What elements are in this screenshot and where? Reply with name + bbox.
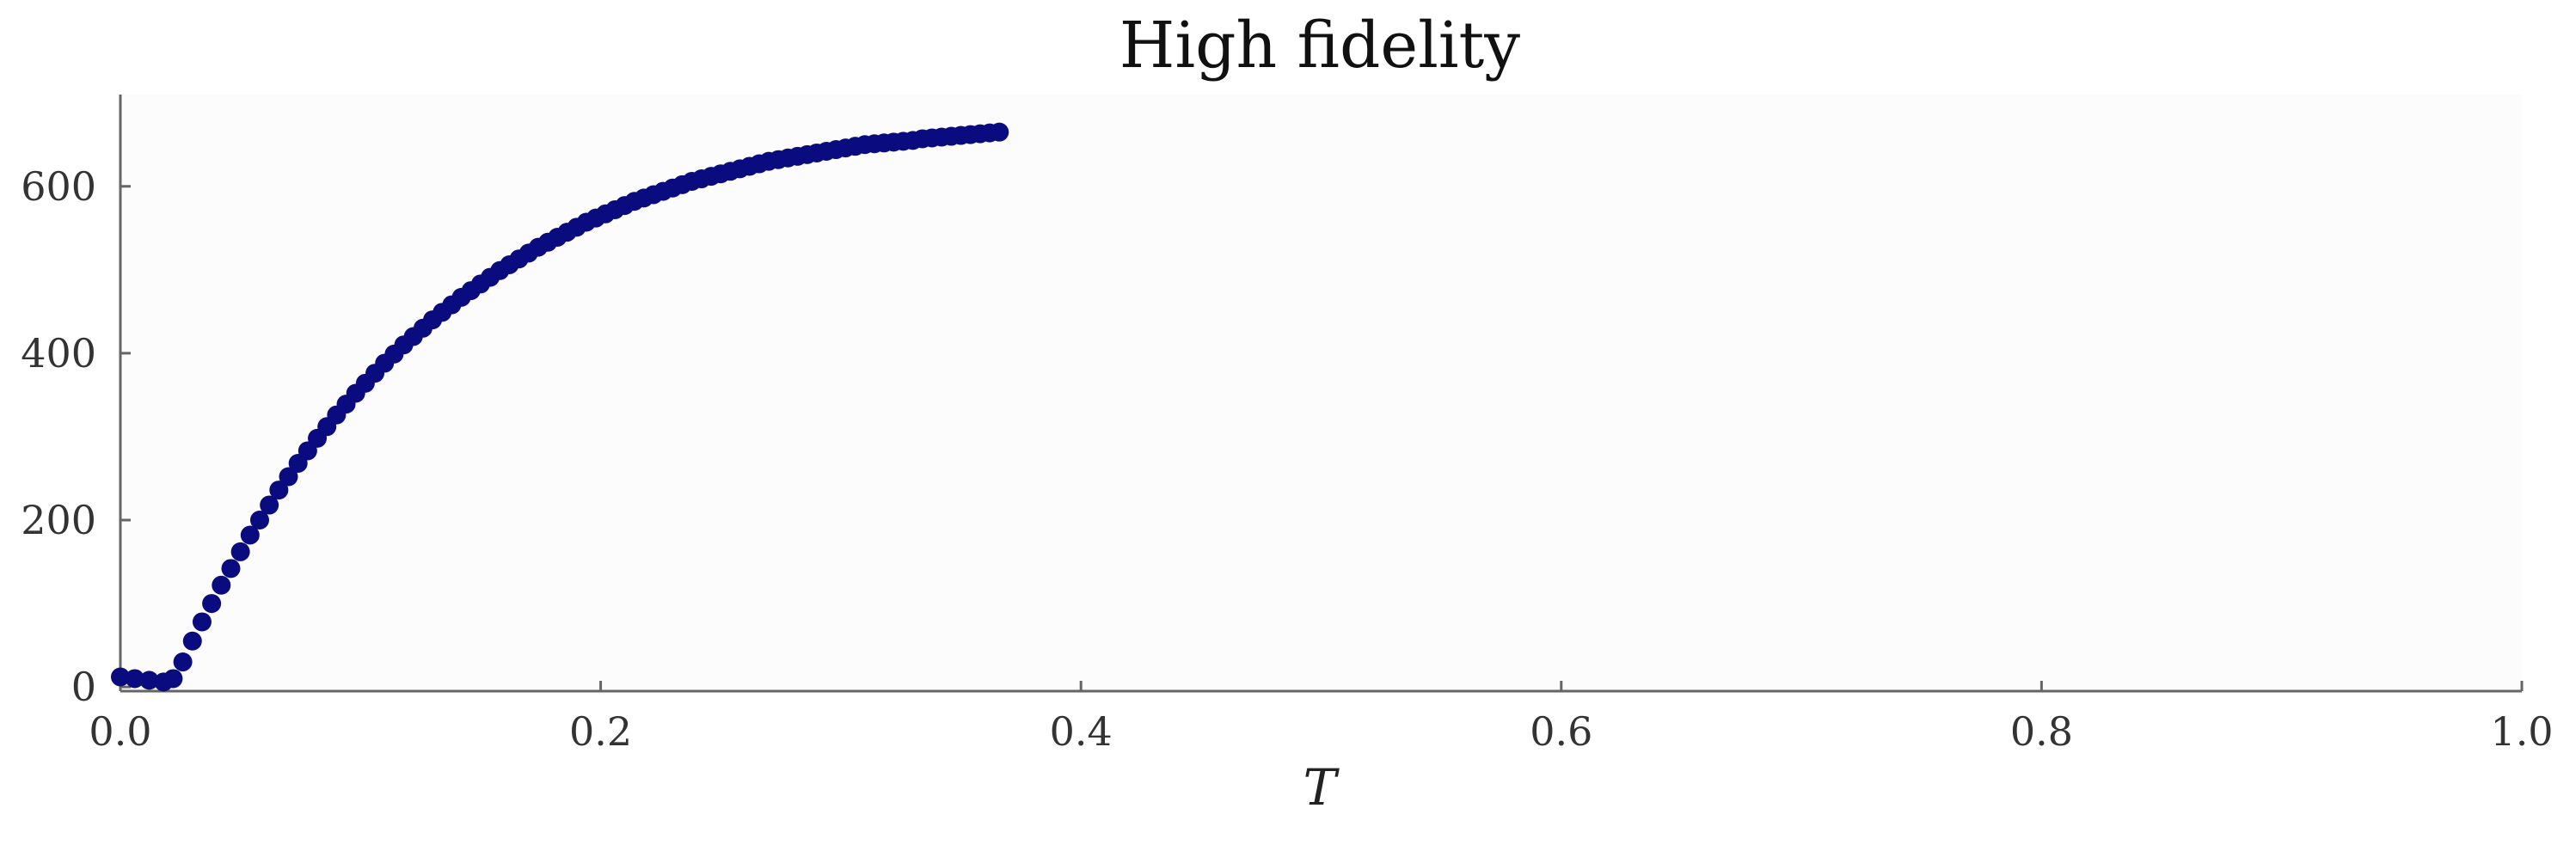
- data-point: [212, 575, 231, 595]
- data-point: [249, 511, 269, 530]
- data-point: [173, 652, 193, 672]
- x-ticks-group: 0.0 0.2 0.4 0.6 0.8 1.0: [89, 681, 2554, 755]
- x-axis-label: T: [1303, 758, 1340, 817]
- data-point: [139, 670, 159, 690]
- data-point: [192, 612, 212, 632]
- x-tick-label: 1.0: [2490, 708, 2553, 755]
- x-tick-label: 0.8: [2010, 708, 2073, 755]
- y-tick-label: 0: [71, 664, 96, 710]
- data-point: [240, 525, 260, 545]
- data-point: [182, 631, 202, 651]
- data-points-group: [111, 122, 1009, 692]
- plot-background: [120, 95, 2522, 691]
- data-point: [230, 542, 250, 561]
- data-point: [990, 122, 1009, 142]
- data-point: [125, 669, 144, 689]
- y-ticks-group: 0 200 400 600: [21, 163, 131, 710]
- y-tick-label: 200: [21, 497, 96, 543]
- y-tick-label: 400: [21, 330, 96, 377]
- data-point: [269, 481, 289, 500]
- data-point: [279, 467, 298, 487]
- data-point: [221, 559, 241, 579]
- data-point: [202, 594, 222, 614]
- data-point: [163, 669, 183, 689]
- x-tick-label: 0.0: [89, 708, 151, 755]
- x-tick-label: 0.2: [569, 708, 632, 755]
- x-tick-label: 0.6: [1530, 708, 1592, 755]
- chart-title: High fidelity: [1119, 9, 1520, 83]
- x-tick-label: 0.4: [1050, 708, 1113, 755]
- data-point: [111, 667, 130, 687]
- data-point: [260, 495, 279, 515]
- y-tick-label: 600: [21, 163, 96, 210]
